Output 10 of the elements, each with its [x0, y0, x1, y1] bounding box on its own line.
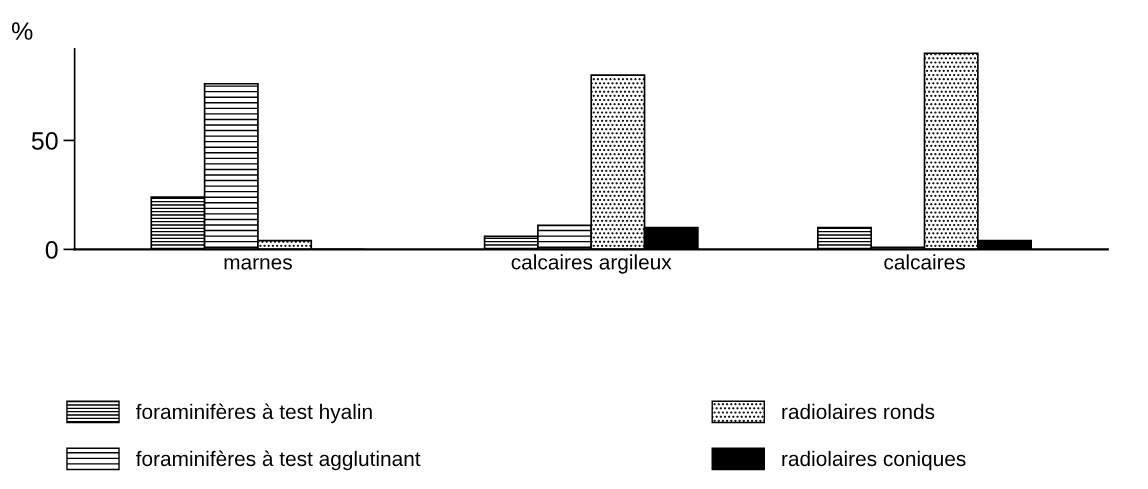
y-axis-title: % — [11, 22, 33, 40]
legend-label: foraminifères à test agglutinant — [135, 450, 421, 471]
y-tick-label: 50 — [31, 132, 58, 150]
legend-label: radiolaires coniques — [782, 450, 966, 471]
x-tick-label: marnes — [224, 258, 292, 270]
legend-label: foraminifères à test hyalin — [135, 403, 372, 424]
x-tick-label: calcaires — [884, 254, 965, 270]
y-tick-label: 0 — [45, 240, 58, 259]
legend-label: radiolaires ronds — [782, 403, 935, 420]
x-tick-label: calcaires argileux — [511, 254, 672, 274]
